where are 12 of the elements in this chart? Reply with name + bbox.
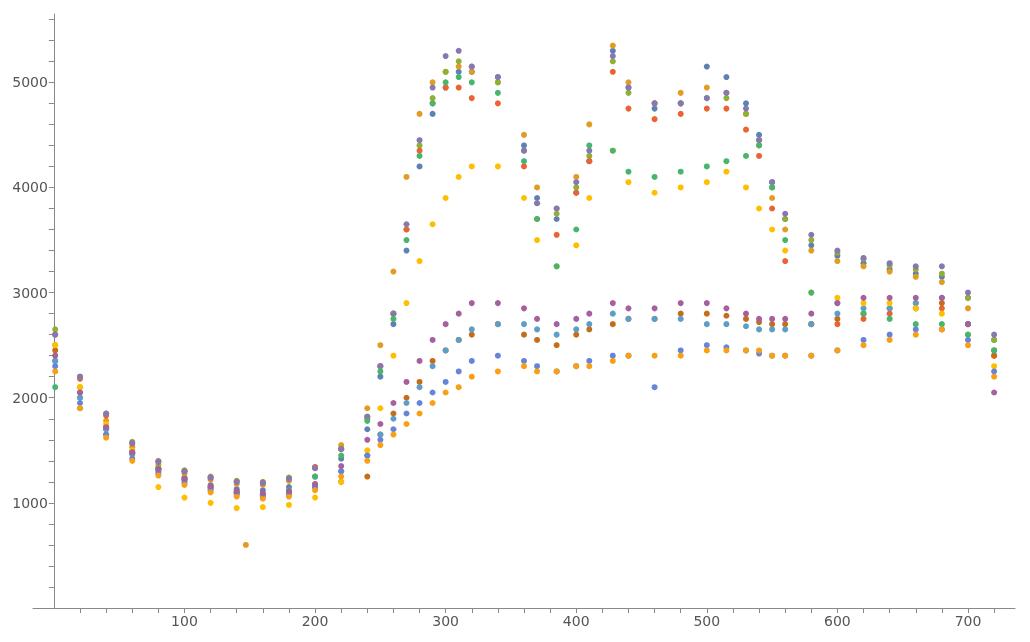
x-tick-label: 700 [954, 613, 982, 629]
x-tick-label: 400 [562, 613, 590, 629]
x-tick-label: 600 [824, 613, 851, 629]
y-tick-label: 3000 [12, 284, 48, 301]
x-tick-label: 200 [301, 613, 329, 629]
y-tick-label: 1000 [12, 494, 48, 511]
x-tick-label: 100 [171, 613, 198, 629]
y-tick-label: 2000 [12, 389, 48, 406]
x-tick-label: 500 [693, 613, 721, 629]
y-tick-label: 5000 [12, 74, 48, 91]
x-tick-label: 300 [432, 613, 460, 629]
y-tick-label: 4000 [12, 179, 48, 196]
